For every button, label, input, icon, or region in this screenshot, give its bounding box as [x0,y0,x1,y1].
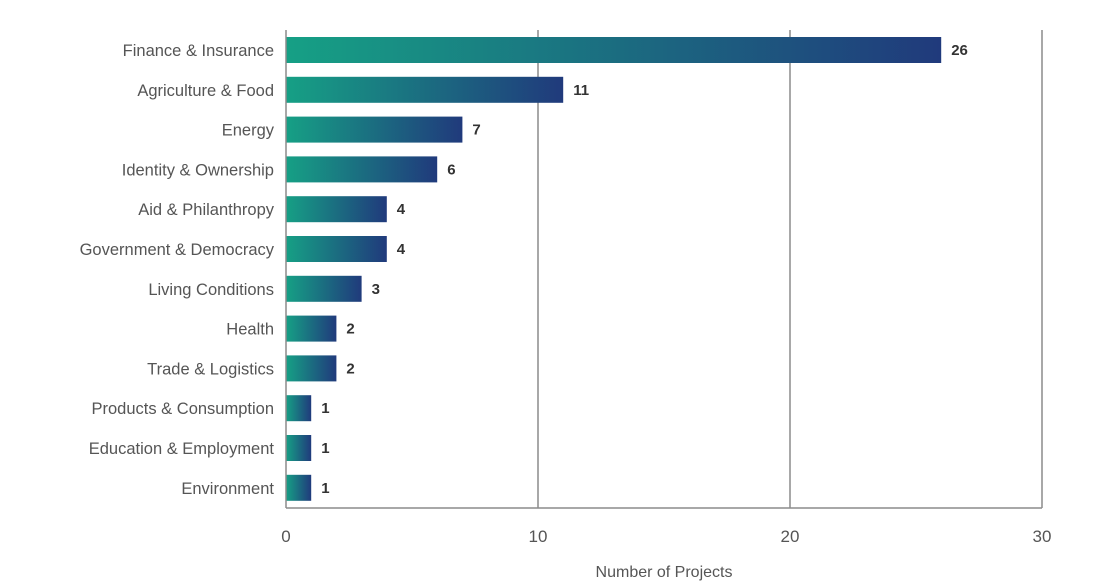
axes [285,30,1042,509]
bar-10 [286,395,312,422]
bar-6 [286,236,387,262]
x-axis-title: Number of Projects [596,564,733,581]
value-label: 4 [397,201,406,218]
category-label: Trade & Logistics [147,360,274,378]
bar-8 [286,315,337,342]
category-label: Living Conditions [148,281,274,299]
bars [286,37,942,501]
bar-7 [286,275,362,302]
x-tick-label: 0 [281,527,290,546]
x-tick-label: 30 [1033,527,1052,546]
bar-9 [286,355,337,382]
bar-2 [286,76,564,103]
bar-12 [286,474,312,501]
category-label: Education & Employment [89,440,275,458]
bar-4 [286,156,438,183]
category-label: Identity & Ownership [122,161,274,179]
bar-11 [286,435,312,461]
value-label: 1 [321,440,329,457]
gridlines [537,30,1043,508]
x-tick-label: 10 [529,527,548,546]
category-label: Aid & Philanthropy [138,201,274,219]
category-label: Government & Democracy [80,241,275,259]
category-label: Energy [222,122,275,140]
value-label: 1 [321,400,329,417]
category-label: Health [226,321,274,339]
bar-1 [286,37,942,63]
value-label: 1 [321,480,329,497]
value-label: 4 [397,241,406,258]
value-label: 2 [346,321,354,338]
value-label: 26 [951,42,968,59]
value-label: 11 [573,82,589,99]
category-label: Finance & Insurance [123,42,274,60]
category-label: Products & Consumption [91,400,274,418]
bar-5 [286,196,387,223]
value-label: 7 [472,122,480,139]
bar-3 [286,116,463,143]
value-label: 3 [372,281,380,298]
value-label: 6 [447,161,455,178]
value-label: 2 [346,360,354,377]
category-label: Environment [181,480,274,498]
x-tick-label: 20 [781,527,800,546]
category-label: Agriculture & Food [137,82,274,100]
